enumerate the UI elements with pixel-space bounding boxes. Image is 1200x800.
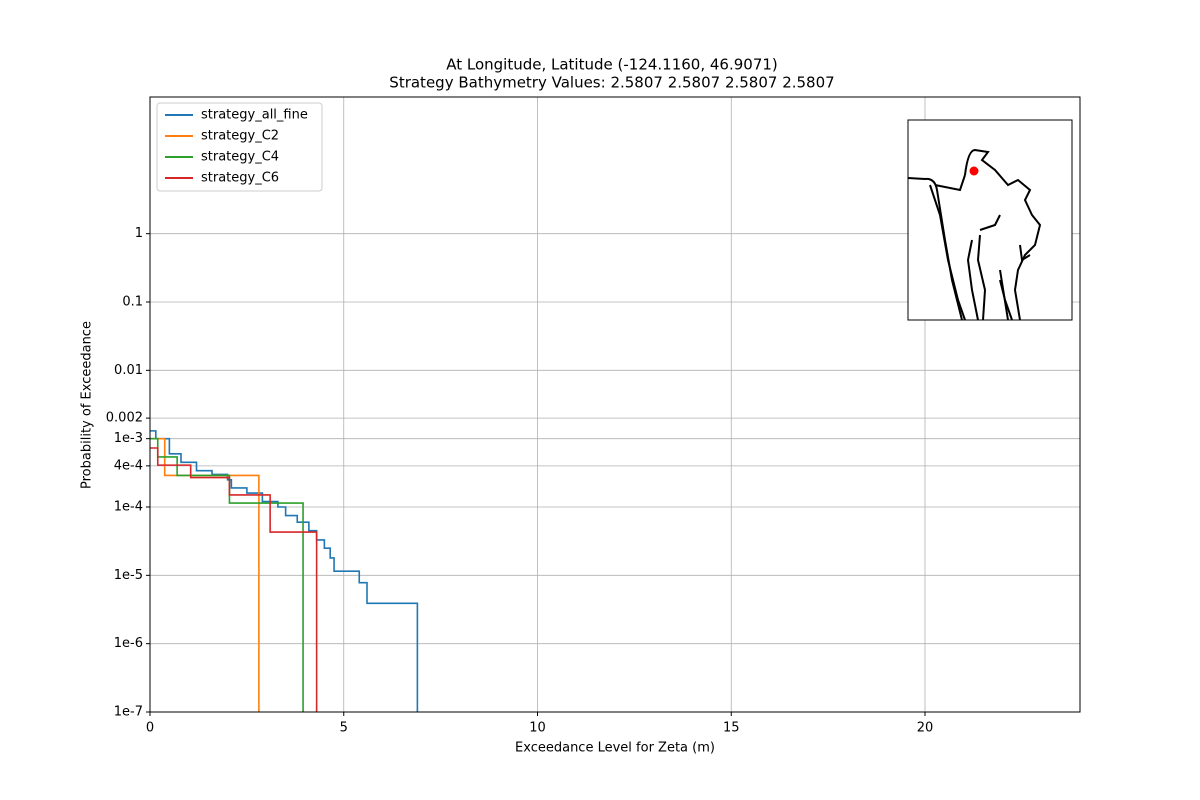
- series-line: [150, 447, 318, 712]
- y-tick-label: 1e-5: [114, 568, 143, 583]
- location-marker: [969, 166, 979, 176]
- y-tick-label: 1e-4: [114, 500, 143, 515]
- y-tick-label: 1e-7: [114, 705, 143, 720]
- legend: strategy_all_fine strategy_C2 strategy_C4s…: [156, 102, 323, 192]
- legend-label: strategy_C4: [201, 150, 279, 165]
- coastline: [907, 148, 1042, 321]
- x-axis-label: Exceedance Level for Zeta (m): [515, 741, 715, 756]
- y-tick-label: 0.1: [122, 295, 143, 310]
- y-tick-label: 1: [135, 226, 143, 241]
- x-tick-label: 5: [340, 721, 348, 736]
- legend-frame: [156, 102, 323, 192]
- axes-frame: [149, 96, 1081, 713]
- chart-title: At Longitude, Latitude (-124.1160, 46.90…: [446, 56, 778, 74]
- x-tick-label: 0: [146, 721, 154, 736]
- x-tick-label: 10: [529, 721, 546, 736]
- inset-map: [907, 119, 1073, 321]
- legend-label: strategy_C2: [201, 129, 279, 144]
- legend-label: strategy_C6: [201, 171, 279, 186]
- y-tick-label: 4e-4: [114, 458, 143, 473]
- y-tick-label: 1e-3: [114, 431, 143, 446]
- y-tick-label: 0.01: [114, 363, 143, 378]
- x-tick-label: 20: [917, 721, 934, 736]
- y-tick-label: 0.002: [106, 411, 143, 426]
- y-tick-label: 1e-6: [114, 636, 143, 651]
- inset-frame: [907, 119, 1073, 321]
- series-line: [150, 437, 304, 712]
- series-line: [150, 430, 419, 712]
- chart-subtitle: Strategy Bathymetry Values: 2.5807 2.580…: [389, 74, 834, 92]
- series-line: [150, 437, 260, 712]
- legend-label: strategy_all_fine: [201, 108, 308, 123]
- x-tick-label: 15: [723, 721, 740, 736]
- y-axis-label: Probability of Exceedance: [80, 321, 95, 489]
